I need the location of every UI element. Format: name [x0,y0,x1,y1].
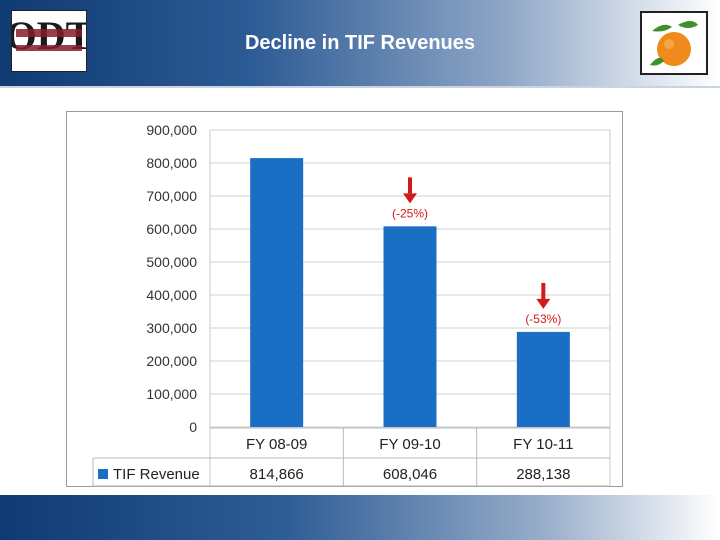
table-value: 608,046 [383,466,437,483]
decline-arrow-head [403,193,417,204]
x-category-label: FY 09-10 [379,436,440,453]
y-tick-label: 800,000 [146,155,197,171]
header-divider [0,86,720,88]
y-tick-label: 100,000 [146,386,197,402]
y-tick-label: 300,000 [146,320,197,336]
bar [383,226,437,427]
chart-frame: 0 100,000 200,000 300,000 400,000 500,000 600,… [66,111,623,487]
decline-arrow-shaft [541,282,546,299]
bar [250,158,304,427]
table-value: 288,138 [516,466,570,483]
legend-key-swatch [98,469,108,479]
table-value: 814,866 [250,466,304,483]
y-tick-label: 900,000 [146,122,197,138]
decline-arrow-head [536,298,551,309]
page-title: Decline in TIF Revenues [244,32,476,54]
bar [516,331,570,427]
y-tick-label: 700,000 [146,188,197,204]
y-tick-label: 500,000 [146,254,197,270]
y-tick-label: 0 [189,419,197,435]
decline-arrow-shaft [408,177,412,194]
orange-logo [640,11,708,75]
x-category-label: FY 10-11 [513,436,573,453]
odt-logo: ODT [11,10,87,72]
y-tick-label: 600,000 [146,221,197,237]
decline-percent-label: (-25%) [392,206,428,220]
tif-revenue-chart: 0 100,000 200,000 300,000 400,000 500,000 600,… [92,122,611,487]
legend-key-label: TIF Revenue [113,466,200,483]
header-bar: Decline in TIF Revenues [0,0,720,88]
x-category-label: FY 08-09 [246,436,307,453]
decline-percent-label: (-53%) [525,312,561,326]
y-tick-label: 400,000 [146,287,197,303]
footer-bar [0,495,720,540]
y-tick-label: 200,000 [146,353,197,369]
